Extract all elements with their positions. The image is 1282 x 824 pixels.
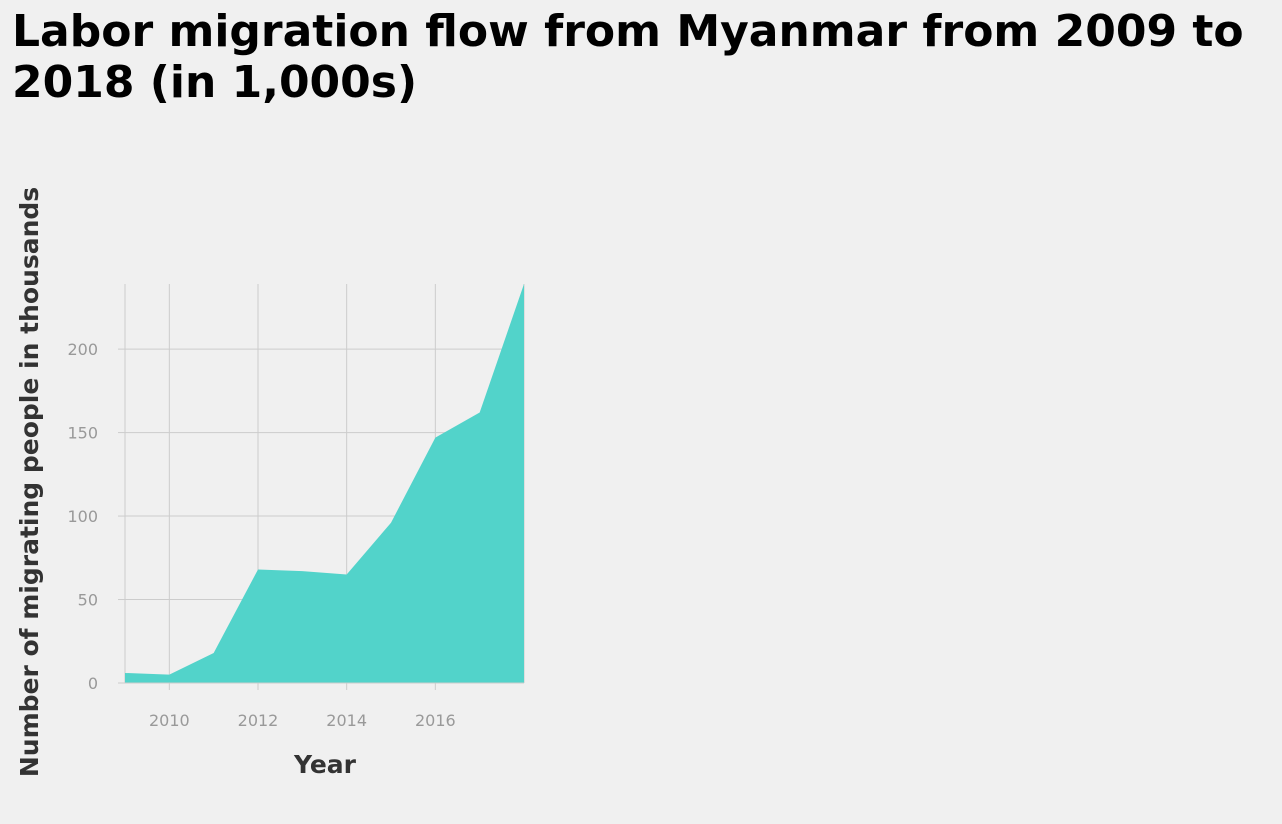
y-tick-label: 200 xyxy=(67,340,98,359)
area-series-0 xyxy=(125,284,524,683)
y-axis-title: Number of migrating people in thousands xyxy=(15,187,44,777)
y-tick-label: 0 xyxy=(88,674,98,693)
x-tick-label: 2014 xyxy=(326,711,367,730)
axes: 0 50 100 150 200 2010 2012 2014 2016 xyxy=(67,340,524,730)
x-tick-label: 2010 xyxy=(149,711,190,730)
x-axis-title: Year xyxy=(293,750,357,779)
y-tick-label: 50 xyxy=(78,591,98,610)
x-tick-label: 2016 xyxy=(415,711,456,730)
chart-title: Labor migration flow from Myanmar from 2… xyxy=(12,6,1244,108)
x-tick-label: 2012 xyxy=(238,711,279,730)
y-tick-label: 100 xyxy=(67,507,98,526)
y-tick-label: 150 xyxy=(67,424,98,443)
area-series xyxy=(125,284,524,683)
